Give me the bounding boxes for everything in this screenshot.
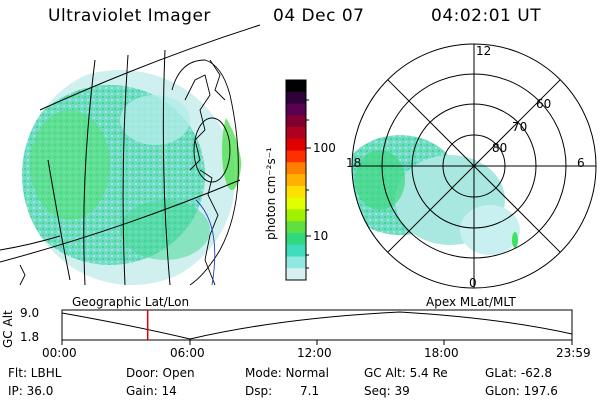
mlt-label-0: 0 [469, 276, 477, 290]
color-scale-segment [286, 174, 306, 187]
right-map-projection-label: Apex MLat/MLT [426, 295, 516, 309]
polar-mlt-plot [351, 43, 597, 289]
observation-time: 04:02:01 UT [431, 6, 542, 26]
mlt-label-18: 18 [346, 156, 362, 170]
color-scale-segment [286, 103, 306, 116]
color-scale-segment [286, 185, 306, 199]
color-scale-segment [286, 91, 306, 105]
colorbar-tick-100: 100 [313, 141, 336, 155]
left-map-grid [0, 24, 261, 286]
mlt-label-12: 12 [476, 44, 492, 58]
color-scale-segment [286, 127, 306, 140]
dsp-value: 7.1 [300, 384, 320, 398]
coastlines [19, 59, 239, 286]
x-tick-1200: 12:00 [297, 346, 332, 360]
color-scale-bar [286, 80, 306, 281]
instrument-title: Ultraviolet Imager [48, 6, 211, 26]
seq-info: Seq: 39 [364, 384, 410, 398]
colorbar-unit-label: photon cm⁻²s⁻¹ [264, 147, 278, 240]
mode-info: Mode: Normal [245, 366, 329, 380]
mlt-label-6: 6 [577, 156, 585, 170]
y-tick-top: 9.0 [20, 306, 40, 320]
altitude-timeline [61, 309, 573, 345]
x-tick-0000: 00:00 [42, 346, 77, 360]
ip-info: IP: 36.0 [8, 384, 54, 398]
door-info: Door: Open [126, 366, 195, 380]
x-tick-0600: 06:00 [170, 346, 205, 360]
x-tick-2359: 23:59 [556, 346, 591, 360]
glon-info: GLon: 197.6 [485, 384, 558, 398]
color-scale-segment [286, 221, 306, 234]
glat-info: GLat: -62.8 [485, 366, 552, 380]
gain-info: Gain: 14 [126, 384, 177, 398]
color-scale-frame [285, 79, 307, 281]
color-scale-segment [286, 197, 306, 210]
color-scale-segment [286, 138, 306, 152]
color-scale-segment [286, 162, 306, 175]
color-scale-segment [286, 209, 306, 222]
y-tick-bottom: 1.8 [20, 330, 40, 344]
lat-label-80: 80 [492, 141, 508, 155]
lat-label-70: 70 [512, 120, 528, 134]
gc-alt-info: GC Alt: 5.4 Re [364, 366, 448, 380]
x-tick-1800: 18:00 [424, 346, 459, 360]
colorbar-tick-10: 10 [313, 229, 329, 243]
lat-label-60: 60 [536, 97, 552, 111]
color-scale-segment [286, 150, 306, 163]
color-scale-segment [286, 244, 306, 257]
color-scale-segment [286, 268, 306, 281]
left-map-projection-label: Geographic Lat/Lon [72, 295, 190, 309]
dsp-label: Dsp: [245, 384, 273, 398]
y-axis-label: GC Alt [1, 310, 15, 348]
color-scale-segment [286, 80, 306, 93]
filter-info: Flt: LBHL [8, 366, 62, 380]
observation-date: 04 Dec 07 [273, 6, 365, 26]
color-scale-segment [286, 115, 306, 128]
color-scale-segment [286, 232, 306, 246]
color-scale-segment [286, 256, 306, 269]
